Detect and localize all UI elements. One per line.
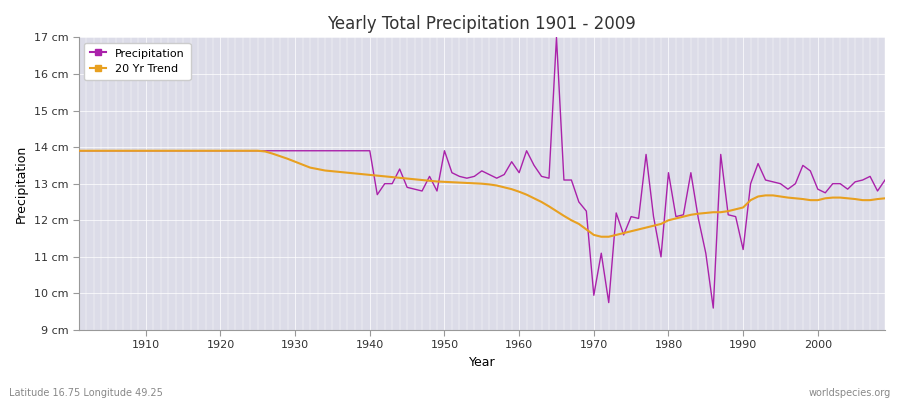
Title: Yearly Total Precipitation 1901 - 2009: Yearly Total Precipitation 1901 - 2009 [328, 15, 636, 33]
Text: Latitude 16.75 Longitude 49.25: Latitude 16.75 Longitude 49.25 [9, 388, 163, 398]
Text: worldspecies.org: worldspecies.org [809, 388, 891, 398]
X-axis label: Year: Year [469, 356, 495, 369]
Y-axis label: Precipitation: Precipitation [15, 144, 28, 223]
Legend: Precipitation, 20 Yr Trend: Precipitation, 20 Yr Trend [85, 43, 191, 80]
